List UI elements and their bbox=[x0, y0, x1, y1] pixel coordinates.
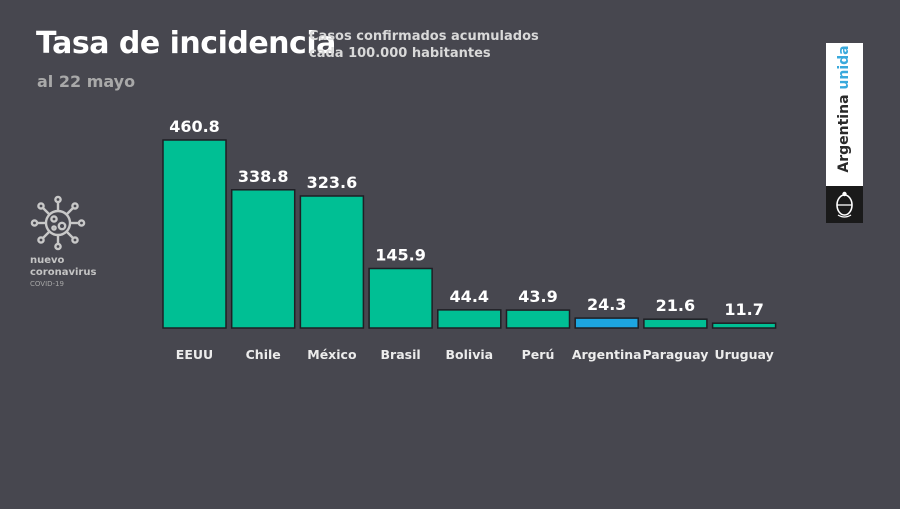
logo-line-2: coronavirus bbox=[30, 267, 97, 278]
bar-brasil bbox=[368, 267, 433, 329]
logo-line-3: COVID-19 bbox=[30, 280, 64, 288]
chart-title: Tasa de incidencia bbox=[36, 26, 336, 61]
category-label-peru: Perú bbox=[522, 347, 555, 362]
bar-peru bbox=[505, 309, 571, 329]
value-label-argentina: 24.3 bbox=[587, 295, 626, 314]
coronavirus-logo: nuevo coronavirus COVID-19 bbox=[30, 195, 110, 290]
category-label-bolivia: Bolivia bbox=[446, 347, 494, 362]
value-label-eeuu: 460.8 bbox=[169, 117, 220, 136]
brand-word-unida: unida bbox=[836, 45, 852, 90]
bar-chile bbox=[230, 189, 296, 329]
bar-bolivia bbox=[437, 309, 502, 329]
category-label-mexico: México bbox=[307, 347, 357, 362]
bar-paraguay bbox=[643, 318, 708, 329]
value-label-uruguay: 11.7 bbox=[724, 300, 763, 319]
value-label-brasil: 145.9 bbox=[375, 246, 426, 265]
bar-uruguay bbox=[711, 322, 777, 329]
bar-eeuu bbox=[162, 139, 227, 329]
value-label-bolivia: 44.4 bbox=[450, 287, 489, 306]
bar-mexico bbox=[299, 195, 365, 329]
value-label-peru: 43.9 bbox=[518, 287, 557, 306]
logo-line-1: nuevo bbox=[30, 255, 65, 266]
category-label-brasil: Brasil bbox=[381, 347, 421, 362]
category-label-chile: Chile bbox=[246, 347, 281, 362]
category-label-eeuu: EEUU bbox=[176, 347, 213, 362]
category-label-argentina: Argentina bbox=[572, 347, 642, 362]
category-label-paraguay: Paraguay bbox=[642, 347, 708, 362]
subtitle-line-1: Casos confirmados acumulados bbox=[309, 29, 539, 44]
brand-text: Argentina unida bbox=[836, 45, 852, 172]
subtitle-line-2: cada 100.000 habitantes bbox=[309, 46, 491, 61]
value-label-chile: 338.8 bbox=[238, 167, 289, 186]
bar-argentina bbox=[574, 317, 639, 329]
value-label-mexico: 323.6 bbox=[307, 173, 358, 192]
date-label: al 22 mayo bbox=[37, 72, 136, 91]
category-label-uruguay: Uruguay bbox=[714, 347, 773, 362]
chart-subtitle: Casos confirmados acumulados cada 100.00… bbox=[309, 28, 539, 62]
brand-word-argentina: Argentina bbox=[836, 94, 852, 173]
coat-of-arms-icon bbox=[826, 186, 863, 223]
value-label-paraguay: 21.6 bbox=[656, 296, 695, 315]
coronavirus-icon bbox=[30, 195, 86, 251]
argentina-unida-badge: Argentina unida bbox=[826, 43, 863, 223]
